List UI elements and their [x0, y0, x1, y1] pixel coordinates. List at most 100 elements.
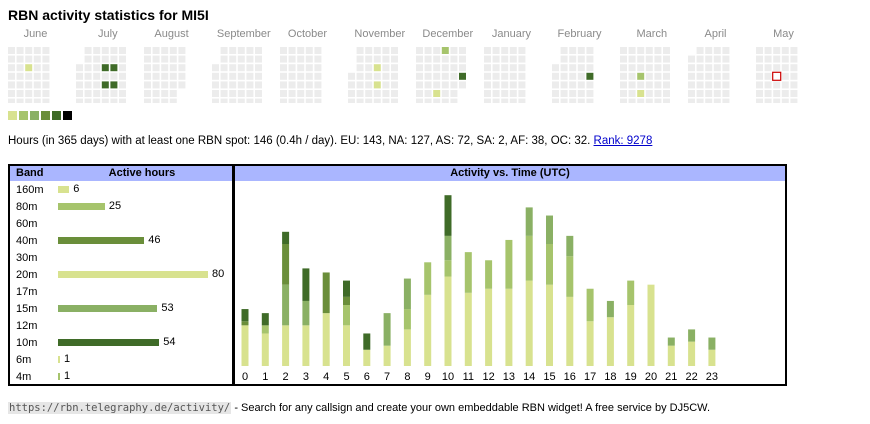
heatmap-cell [433, 47, 441, 54]
heatmap-cell [424, 47, 432, 54]
heatmap-cell [356, 72, 364, 80]
heatmap-cell [416, 72, 423, 80]
heatmap-cell [110, 64, 118, 72]
heatmap-cell [169, 47, 177, 54]
heatmap-cell [433, 98, 441, 103]
month-label-october: October [287, 28, 328, 40]
heatmap-cell [246, 55, 254, 63]
heatmap-cell [696, 72, 704, 80]
today-cell [772, 71, 782, 81]
heatmap-cell [16, 90, 24, 97]
hour-bar-segment [282, 244, 290, 285]
heatmap-cell [220, 72, 228, 80]
heatmap-cell [424, 81, 432, 89]
heatmap-cell [161, 98, 169, 103]
rank-link[interactable]: Rank: 9278 [593, 135, 653, 147]
heatmap-cell [76, 98, 83, 103]
hour-bar-segment [282, 284, 290, 326]
heatmap-cell [305, 55, 313, 63]
heatmap-cell [552, 72, 559, 80]
heatmap-cell [229, 72, 237, 80]
month-label-june: June [23, 28, 48, 40]
hour-bar-segment [444, 235, 452, 261]
hour-bar-segment [688, 341, 696, 366]
page-title: RBN activity statistics for MI5I [8, 7, 209, 23]
band-hours-value: 53 [161, 302, 174, 314]
hour-bar-segment [546, 244, 553, 285]
heatmap-cell [764, 64, 772, 72]
band-row: 60m [10, 216, 232, 233]
heatmap-cell [42, 47, 50, 54]
band-hours-bar [58, 339, 160, 346]
heatmap-cell [569, 55, 577, 63]
heatmap-cell [509, 64, 517, 72]
heatmap-cell [229, 64, 237, 72]
heatmap-cell [365, 55, 373, 63]
band-row: 20m 80 [10, 267, 232, 284]
heatmap-cell [773, 90, 781, 97]
heatmap-cell [552, 81, 559, 89]
heatmap-cell [433, 55, 441, 63]
footer-url[interactable]: https://rbn.telegraphy.de/activity/ [8, 402, 232, 414]
heatmap-cell [391, 90, 398, 97]
heatmap-cell [288, 47, 296, 54]
heatmap-cell [577, 55, 585, 63]
hour-tick-label: 13 [503, 371, 515, 383]
heatmap-grid [8, 47, 798, 103]
heatmap-cell [297, 81, 305, 89]
heatmap-cell [16, 81, 24, 89]
heatmap-cell [101, 47, 109, 54]
heatmap-cell [518, 64, 526, 72]
heatmap-cell [255, 55, 262, 63]
heatmap-cell [161, 47, 169, 54]
heatmap-cell [781, 55, 789, 63]
heatmap-cell [76, 64, 83, 72]
heatmap-cell [8, 90, 15, 97]
hour-bar-segment [667, 337, 675, 346]
heatmap-cell [509, 90, 517, 97]
heatmap-cell [713, 81, 721, 89]
heatmap-cell [645, 98, 653, 103]
heatmap-cell [450, 90, 458, 97]
heatmap-cell [637, 55, 645, 63]
heatmap-cell [76, 72, 83, 80]
heatmap-cell [756, 98, 763, 103]
heatmap-cell [450, 98, 458, 103]
hour-tick-label: 2 [283, 371, 289, 383]
legend-swatch-l6 [63, 111, 72, 120]
hour-tick-label: 10 [442, 371, 454, 383]
band-name: 10m [16, 337, 38, 349]
heatmap-cell [577, 64, 585, 72]
hour-tick-label: 1 [262, 371, 268, 383]
heatmap-cell [696, 64, 704, 72]
heatmap-cell [152, 90, 160, 97]
heatmap-cell [424, 55, 432, 63]
heatmap-cell [84, 47, 92, 54]
heatmap-cell [297, 47, 305, 54]
heatmap-cell [560, 90, 568, 97]
heatmap-cell [696, 47, 704, 54]
heatmap-cell [229, 47, 237, 54]
heatmap-cell [169, 64, 177, 72]
heatmap-cell [492, 98, 500, 103]
heatmap-cell [255, 98, 262, 103]
hour-bar-segment [383, 345, 391, 366]
hour-bar-segment [708, 349, 716, 366]
hour-bar-segment [363, 349, 371, 366]
heatmap-cell [305, 98, 313, 103]
heatmap-cell [8, 64, 15, 72]
heatmap-cell [237, 55, 245, 63]
heatmap-cell [119, 90, 126, 97]
heatmap-cell [713, 64, 721, 72]
heatmap-cell [586, 81, 594, 89]
heatmap-cell [722, 55, 730, 63]
legend-swatch-l1 [8, 111, 17, 120]
heatmap-cell [178, 47, 186, 54]
heatmap-cell [790, 98, 798, 103]
heatmap-cell [288, 81, 296, 89]
heatmap-cell [637, 81, 645, 89]
heatmap-cell [373, 55, 381, 63]
hour-bar-segment [586, 321, 594, 366]
heatmap-cell [688, 98, 695, 103]
band-row: 15m 53 [10, 301, 232, 318]
